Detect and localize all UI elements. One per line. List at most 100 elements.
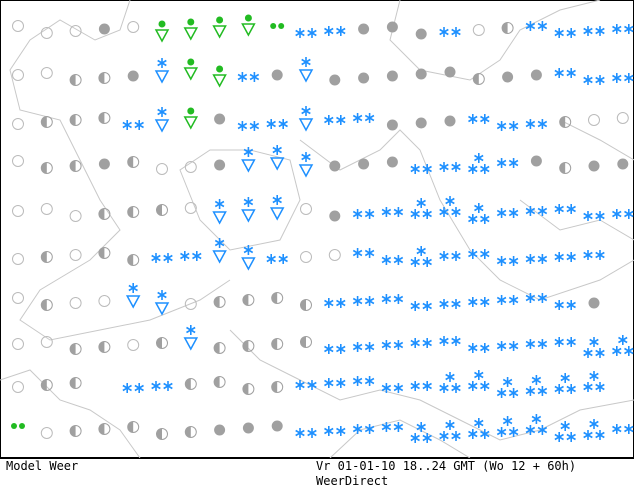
star-stroke xyxy=(480,344,490,352)
weather-symbol xyxy=(69,343,82,355)
clear-circle xyxy=(69,210,82,222)
star-stroke xyxy=(566,433,576,441)
shower-triangle xyxy=(183,116,199,130)
star-stroke xyxy=(525,294,536,302)
clear-circle xyxy=(69,297,82,309)
star-stroke xyxy=(151,254,161,262)
weather-symbol xyxy=(69,114,82,126)
cloud-dot xyxy=(415,117,427,129)
star-stroke xyxy=(508,257,519,265)
weather-symbol xyxy=(69,377,82,389)
star-stroke xyxy=(307,381,317,389)
star-stroke xyxy=(583,76,593,84)
star-stroke xyxy=(474,419,484,427)
star-stroke xyxy=(496,122,507,130)
weather-symbol xyxy=(554,204,576,214)
star-stroke xyxy=(612,74,622,82)
weather-symbol xyxy=(612,209,634,219)
weather-symbol xyxy=(98,112,111,124)
star-stroke xyxy=(336,299,346,307)
clear-circle xyxy=(40,427,53,439)
star-stroke xyxy=(612,425,622,433)
weather-symbol xyxy=(184,298,197,310)
shower-triangle xyxy=(241,257,256,271)
weather-symbol xyxy=(583,250,605,260)
clear-circle xyxy=(184,202,197,214)
half-fill xyxy=(156,428,162,440)
star-stroke xyxy=(163,254,173,262)
clear-circle xyxy=(98,295,111,307)
star-stroke xyxy=(451,300,461,308)
weather-symbol xyxy=(214,113,226,125)
star-stroke xyxy=(468,382,478,390)
weather-symbol xyxy=(496,208,519,218)
star-stroke xyxy=(583,27,593,35)
shower-triangle xyxy=(183,27,199,41)
weather-symbol xyxy=(496,121,519,131)
weather-symbol xyxy=(324,344,346,354)
weather-symbol xyxy=(415,117,427,129)
half-fill xyxy=(127,421,134,433)
weather-symbol xyxy=(583,337,605,358)
half-fill xyxy=(502,22,508,34)
clear-circle xyxy=(12,338,24,350)
weather-symbol xyxy=(154,290,170,316)
rain-dot xyxy=(216,65,224,73)
star-stroke xyxy=(451,208,461,216)
weather-symbol xyxy=(468,114,490,124)
shower-triangle xyxy=(154,29,170,43)
star-stroke xyxy=(583,349,593,357)
cloud-dot xyxy=(502,71,514,83)
star-stroke xyxy=(537,387,548,395)
weather-symbol xyxy=(271,338,284,350)
weather-symbol xyxy=(358,158,370,170)
weather-symbol xyxy=(554,337,576,347)
star-stroke xyxy=(508,342,519,350)
star-stroke xyxy=(122,384,132,392)
clear-circle xyxy=(12,205,24,217)
rain-dot xyxy=(158,20,166,28)
clear-circle xyxy=(184,161,197,173)
weather-symbol xyxy=(154,107,170,133)
half-fill xyxy=(300,336,306,348)
star-stroke xyxy=(496,257,507,265)
weather-symbol xyxy=(328,249,341,261)
shower-triangle xyxy=(241,23,256,37)
star-stroke xyxy=(468,298,478,306)
weather-symbol xyxy=(127,21,140,33)
shower-triangle xyxy=(212,250,227,264)
weather-symbol xyxy=(381,422,404,432)
weather-symbol xyxy=(40,67,53,79)
half-fill xyxy=(242,383,249,395)
star-stroke xyxy=(480,382,490,390)
clear-circle xyxy=(40,203,53,215)
weather-symbols xyxy=(11,14,634,443)
star-stroke xyxy=(393,208,404,216)
shower-triangle xyxy=(298,164,314,178)
star-stroke xyxy=(393,384,404,392)
weather-symbol xyxy=(324,426,346,436)
star-stroke xyxy=(566,69,576,77)
weather-symbol xyxy=(525,339,548,349)
weather-symbol xyxy=(410,246,432,267)
weather-symbol xyxy=(583,419,605,440)
weather-symbol xyxy=(98,208,111,220)
star-stroke xyxy=(410,302,420,310)
star-stroke xyxy=(336,427,346,435)
half-fill xyxy=(98,247,105,259)
weather-symbol xyxy=(386,156,398,168)
star-stroke xyxy=(624,347,634,355)
star-stroke xyxy=(410,434,420,442)
weather-symbol xyxy=(156,337,168,349)
weather-symbol xyxy=(583,26,605,36)
rain-dot xyxy=(187,58,195,66)
weather-symbol xyxy=(324,115,346,125)
map-frame xyxy=(0,0,634,458)
weather-symbol xyxy=(69,210,82,222)
star-stroke xyxy=(381,208,392,216)
weather-symbol xyxy=(183,18,199,41)
star-stroke xyxy=(468,430,478,438)
weather-symbol xyxy=(525,21,548,31)
star-stroke xyxy=(352,377,363,385)
star-stroke xyxy=(336,345,346,353)
